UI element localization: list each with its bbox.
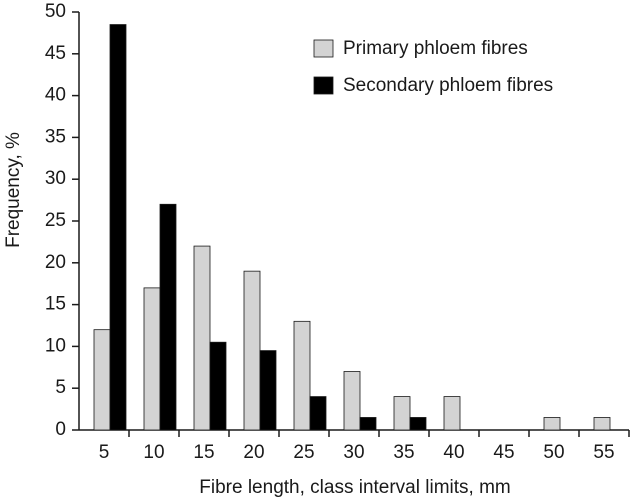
bar	[393, 396, 411, 431]
bar	[159, 203, 177, 431]
bar	[309, 396, 327, 431]
y-tick-label: 20	[45, 252, 66, 273]
legend-swatch	[313, 39, 334, 58]
bar	[143, 287, 161, 431]
y-tick-label: 15	[45, 294, 66, 315]
x-tick-label: 5	[99, 442, 110, 463]
bar	[259, 350, 277, 431]
bar	[93, 329, 111, 431]
y-tick-label: 10	[45, 335, 66, 356]
x-tick-label: 45	[493, 442, 514, 463]
x-tick-label: 20	[243, 442, 264, 463]
y-tick-label: 35	[45, 126, 66, 147]
legend-label: Secondary phloem fibres	[343, 75, 553, 96]
x-tick-label: 15	[193, 442, 214, 463]
x-tick-label: 55	[593, 442, 614, 463]
y-tick-label: 40	[45, 85, 66, 106]
x-tick-label: 40	[443, 442, 464, 463]
y-tick-label: 50	[45, 1, 66, 22]
y-tick-label: 5	[55, 377, 66, 398]
x-tick-label: 10	[143, 442, 164, 463]
bar	[243, 270, 261, 431]
legend-swatch	[313, 76, 334, 95]
y-tick-label: 45	[45, 43, 66, 64]
x-tick-label: 25	[293, 442, 314, 463]
x-tick-label: 30	[343, 442, 364, 463]
bar	[209, 341, 227, 431]
bar	[593, 417, 611, 431]
bar	[409, 417, 427, 431]
bar	[443, 396, 461, 431]
bar	[343, 371, 361, 431]
bar	[193, 245, 211, 431]
y-tick-label: 0	[55, 419, 66, 440]
x-tick-label: 50	[543, 442, 564, 463]
x-axis-label: Fibre length, class interval limits, mm	[199, 477, 510, 498]
bar	[543, 417, 561, 431]
bar	[293, 320, 311, 431]
legend-label: Primary phloem fibres	[343, 38, 528, 59]
y-tick-label: 25	[45, 210, 66, 231]
y-axis-label: Frequency, %	[3, 132, 24, 248]
bar	[109, 24, 127, 431]
bar	[359, 417, 377, 431]
x-tick-label: 35	[393, 442, 414, 463]
y-tick-label: 30	[45, 168, 66, 189]
